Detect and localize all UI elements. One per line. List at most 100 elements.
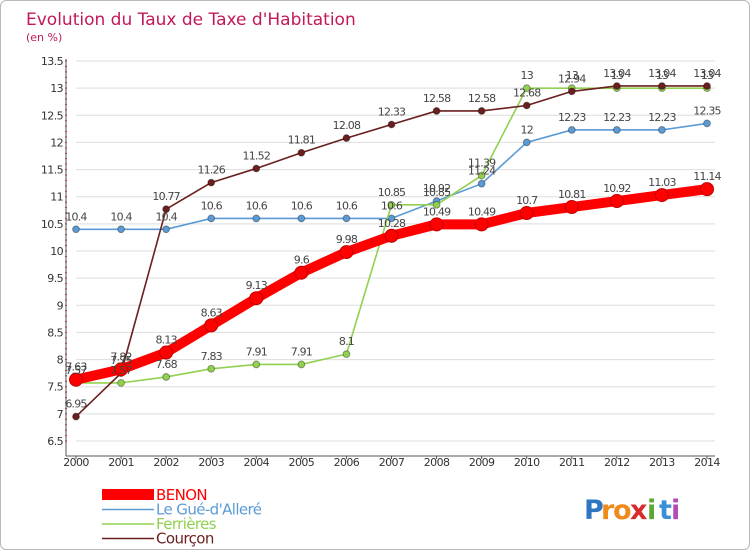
data-point bbox=[117, 379, 125, 387]
data-label: 10.7 bbox=[516, 194, 538, 207]
data-label: 13.04 bbox=[693, 67, 721, 80]
data-label: 13 bbox=[611, 69, 624, 82]
data-label: 8.13 bbox=[155, 334, 177, 347]
data-label: 12.23 bbox=[648, 111, 676, 124]
data-label: 11.52 bbox=[243, 149, 271, 162]
data-label: 10.49 bbox=[423, 205, 451, 218]
y-tick-label: 8 bbox=[57, 354, 64, 367]
data-label: 13.04 bbox=[648, 67, 676, 80]
data-point bbox=[700, 182, 714, 197]
data-point bbox=[612, 126, 621, 134]
data-label: 13 bbox=[701, 69, 714, 82]
y-tick-label: 9 bbox=[57, 299, 64, 312]
data-label: 11.39 bbox=[468, 157, 496, 170]
logo-letter: i bbox=[671, 495, 681, 526]
data-point bbox=[339, 245, 354, 260]
data-point bbox=[609, 194, 624, 209]
data-point bbox=[474, 217, 489, 232]
data-label: 11.14 bbox=[693, 170, 721, 183]
data-label: 8.1 bbox=[339, 335, 354, 348]
data-point bbox=[654, 188, 669, 203]
data-label: 12.58 bbox=[468, 92, 496, 105]
data-label: 11.03 bbox=[648, 176, 676, 189]
data-point bbox=[477, 107, 486, 115]
data-label: 11.26 bbox=[197, 164, 225, 177]
data-label: 7.57 bbox=[65, 364, 87, 377]
logo-letter: i bbox=[647, 495, 657, 526]
x-tick-label: 2009 bbox=[469, 456, 495, 469]
data-point bbox=[252, 164, 261, 173]
data-point bbox=[477, 179, 486, 188]
data-point bbox=[159, 345, 174, 360]
y-tick-label: 10.5 bbox=[41, 218, 64, 231]
data-label: 12.35 bbox=[693, 104, 721, 117]
x-tick-label: 2010 bbox=[514, 456, 540, 469]
x-tick-label: 2007 bbox=[379, 456, 405, 469]
x-tick-label: 2004 bbox=[243, 456, 269, 469]
data-label: 10.85 bbox=[423, 186, 451, 199]
data-label: 12.94 bbox=[558, 72, 586, 85]
data-label: 10.6 bbox=[201, 199, 223, 212]
data-label: 13 bbox=[521, 69, 534, 82]
data-label: 9.6 bbox=[294, 254, 310, 267]
x-tick-label: 2013 bbox=[649, 456, 675, 469]
data-point bbox=[69, 372, 83, 387]
data-label: 12.23 bbox=[603, 111, 631, 124]
data-point bbox=[252, 360, 261, 369]
data-label: 7.63 bbox=[65, 361, 87, 374]
data-label: 12.68 bbox=[513, 87, 541, 100]
data-point bbox=[432, 107, 441, 115]
data-point bbox=[342, 134, 351, 142]
x-tick-label: 2006 bbox=[334, 456, 360, 469]
data-label: 10.77 bbox=[152, 190, 180, 203]
data-point bbox=[522, 138, 531, 147]
data-label: 10.92 bbox=[603, 182, 631, 195]
data-label: 10.81 bbox=[558, 188, 586, 201]
x-tick-label: 2001 bbox=[108, 456, 134, 469]
data-point bbox=[162, 373, 171, 381]
data-label: 12.33 bbox=[378, 106, 406, 119]
data-point bbox=[207, 178, 216, 187]
data-label: 10.6 bbox=[291, 199, 313, 212]
y-tick-label: 9.5 bbox=[47, 272, 63, 285]
data-label: 10.4 bbox=[155, 210, 177, 223]
data-point bbox=[432, 200, 441, 209]
y-tick-label: 10 bbox=[50, 245, 63, 258]
logo-letter: x bbox=[630, 495, 648, 526]
x-tick-label: 2000 bbox=[63, 456, 89, 469]
data-label: 13 bbox=[656, 69, 669, 82]
unit-label: (en %) bbox=[26, 31, 62, 44]
logo-letter: P bbox=[584, 495, 605, 526]
y-tick-label: 12 bbox=[50, 136, 63, 149]
data-point bbox=[342, 214, 351, 223]
data-point bbox=[703, 82, 711, 90]
data-label: 12.08 bbox=[333, 119, 361, 132]
data-label: 10.92 bbox=[423, 182, 451, 195]
data-label: 11.81 bbox=[288, 134, 316, 147]
data-label: 12.23 bbox=[558, 111, 586, 124]
data-point bbox=[564, 200, 579, 215]
data-point bbox=[114, 362, 129, 377]
data-label: 8.63 bbox=[201, 306, 223, 319]
data-label: 7.57 bbox=[110, 364, 132, 377]
data-point bbox=[297, 360, 306, 369]
data-point bbox=[612, 82, 621, 90]
data-point bbox=[72, 412, 80, 421]
data-point bbox=[567, 87, 576, 96]
y-tick-label: 6.5 bbox=[47, 435, 63, 448]
data-point bbox=[519, 206, 534, 220]
legend-label: Courçon bbox=[156, 530, 214, 548]
data-point bbox=[522, 84, 531, 93]
data-point bbox=[522, 101, 531, 110]
data-point bbox=[429, 217, 444, 232]
x-tick-label: 2002 bbox=[153, 456, 179, 469]
data-label: 7.82 bbox=[110, 350, 131, 363]
data-point bbox=[384, 228, 399, 243]
legend-label: Le Gué-d'Alleré bbox=[156, 501, 262, 519]
data-point bbox=[117, 225, 125, 234]
data-point bbox=[567, 126, 576, 134]
